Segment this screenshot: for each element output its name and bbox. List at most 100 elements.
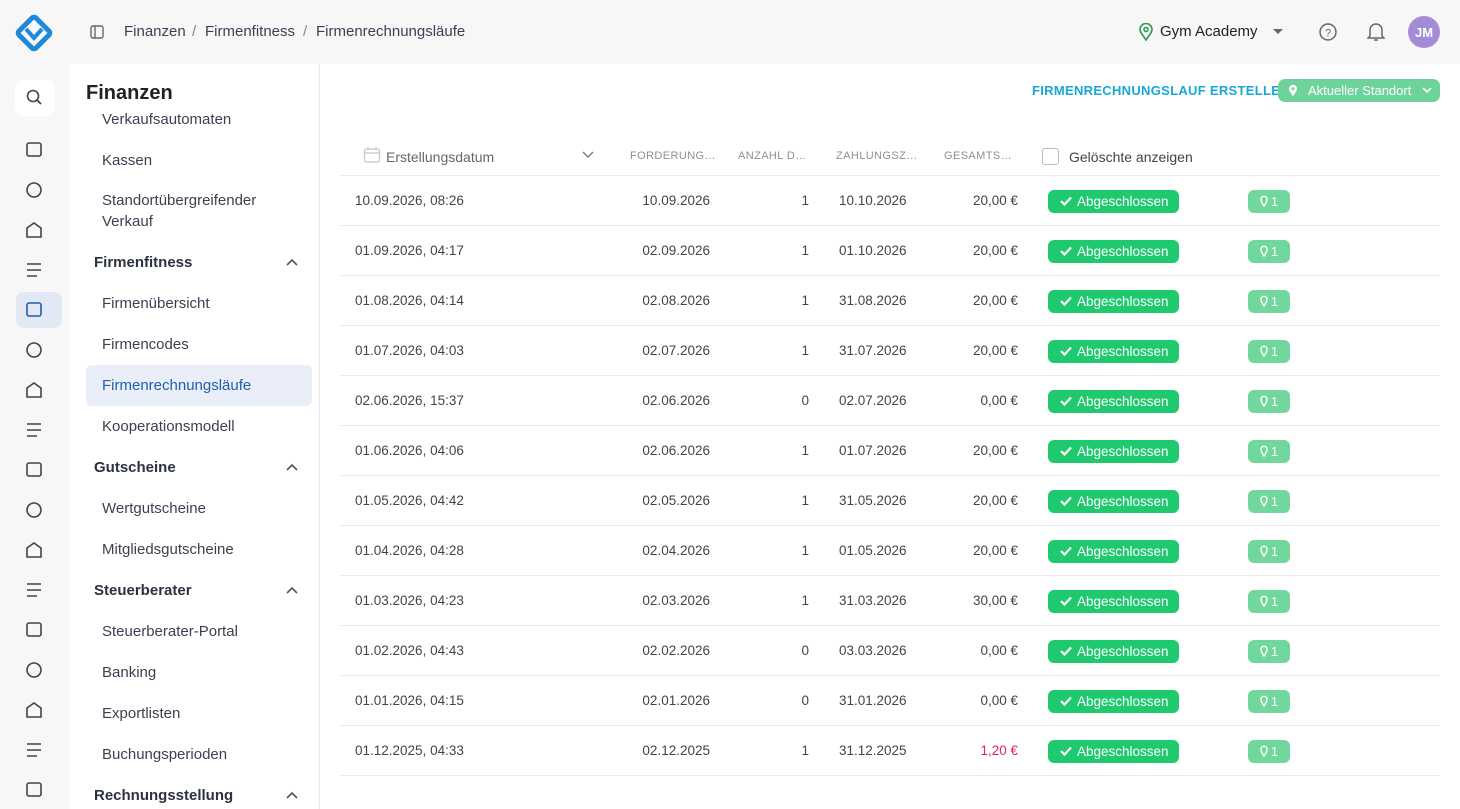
location-badge[interactable]: 1 <box>1248 589 1290 613</box>
help-icon[interactable]: ? <box>1318 22 1338 42</box>
location-badge[interactable]: 1 <box>1248 389 1290 413</box>
nav-icon[interactable] <box>26 702 42 718</box>
location-badge[interactable]: 1 <box>1248 239 1290 263</box>
pin-icon <box>1260 395 1268 407</box>
location-count: 1 <box>1270 693 1279 709</box>
location-count: 1 <box>1270 493 1279 509</box>
status-label: Abgeschlossen <box>1077 593 1169 609</box>
notifications-icon[interactable] <box>1367 22 1385 42</box>
total-amount: 20,00 € <box>972 343 1018 358</box>
status-label: Abgeschlossen <box>1077 443 1169 459</box>
show-deleted-checkbox[interactable] <box>1042 148 1059 165</box>
show-deleted-label[interactable]: Gelöschte anzeigen <box>1069 149 1193 165</box>
location-badge[interactable]: 1 <box>1248 289 1290 313</box>
column-header[interactable]: GESAMTS… <box>944 150 1012 162</box>
column-header[interactable]: ZAHLUNGSZ… <box>836 150 918 162</box>
arrow <box>286 791 298 799</box>
location-count: 1 <box>1270 243 1279 259</box>
nav-group[interactable]: Rechnungsstellung <box>70 775 319 809</box>
location-badge[interactable]: 1 <box>1248 639 1290 663</box>
nav-group-label: Gutscheine <box>94 458 176 476</box>
nav-icon[interactable] <box>26 622 42 637</box>
nav-item[interactable]: Kooperationsmodell <box>86 406 312 447</box>
nav-item[interactable]: Steuerberater-Portal <box>86 611 312 652</box>
sidebar-toggle[interactable] <box>90 25 104 39</box>
due-date: 31.05.2026 <box>839 493 907 508</box>
location-badge[interactable]: 1 <box>1248 189 1290 213</box>
location-badge[interactable]: 1 <box>1248 439 1290 463</box>
pin-icon <box>1260 195 1268 207</box>
nav-icon[interactable] <box>26 222 42 238</box>
collapse-arrow <box>286 463 298 471</box>
nav-group[interactable]: Steuerberater <box>70 570 319 611</box>
icon-shape <box>27 263 41 277</box>
breadcrumb-link[interactable]: Finanzen <box>124 23 186 40</box>
nav-item[interactable]: Standortübergreifender Verkauf <box>86 181 286 242</box>
total-amount: 20,00 € <box>972 493 1018 508</box>
user-avatar[interactable]: JM <box>1408 16 1440 48</box>
nav-icon[interactable] <box>27 263 41 277</box>
sort-arrow[interactable] <box>582 151 594 159</box>
nav-icon[interactable] <box>26 662 42 678</box>
column-header[interactable]: ANZAHL D… <box>738 150 807 162</box>
location-filter[interactable]: Aktueller Standort <box>1278 79 1440 102</box>
icon-shape <box>26 502 42 518</box>
location-count: 1 <box>1270 443 1279 459</box>
location-selector[interactable]: Gym Academy <box>1160 23 1258 40</box>
location-badge[interactable]: 1 <box>1248 539 1290 563</box>
nav-item[interactable]: Mitgliedsgutscheine <box>86 529 312 570</box>
column-header[interactable]: FORDERUNG… <box>630 150 716 162</box>
nav-icon[interactable] <box>27 743 41 757</box>
nav-group-label: Steuerberater <box>94 581 192 599</box>
nav-icon[interactable] <box>26 302 42 317</box>
nav-item[interactable]: Banking <box>86 652 312 693</box>
nav-item[interactable]: Firmenübersicht <box>86 283 312 324</box>
created-date: 10.09.2026, 08:26 <box>355 193 464 208</box>
nav-group[interactable]: Firmenfitness <box>70 242 319 283</box>
nav-icon[interactable] <box>26 142 42 157</box>
status-badge: Abgeschlossen <box>1048 289 1179 313</box>
location-badge[interactable]: 1 <box>1248 339 1290 363</box>
nav-icon[interactable] <box>26 502 42 518</box>
location-badge[interactable]: 1 <box>1248 689 1290 713</box>
status-badge: Abgeschlossen <box>1048 689 1179 713</box>
nav-item[interactable]: Verkaufsautomaten <box>86 108 312 140</box>
pin <box>1260 195 1268 207</box>
nav-icon[interactable] <box>26 342 42 358</box>
nav-icon[interactable] <box>26 182 42 198</box>
nav-icon[interactable] <box>26 782 42 797</box>
location-badge[interactable]: 1 <box>1248 489 1290 513</box>
created-date: 01.06.2026, 04:06 <box>355 443 464 458</box>
row-line <box>340 425 1440 426</box>
status-badge: Abgeschlossen <box>1048 489 1179 513</box>
check <box>1060 296 1072 306</box>
nav-icon[interactable] <box>26 542 42 558</box>
breadcrumb-link[interactable]: Firmenfitness <box>205 23 296 40</box>
nav-item[interactable]: Firmenrechnungsläufe <box>86 364 312 406</box>
status-label: Abgeschlossen <box>1077 543 1169 559</box>
nav-icon[interactable] <box>26 462 42 477</box>
nav-item-label: Kassen <box>102 151 153 169</box>
location-count: 1 <box>1270 743 1279 759</box>
nav-item-label: Firmenrechnungsläufe <box>102 376 252 394</box>
check-icon <box>1060 396 1072 406</box>
status-label: Abgeschlossen <box>1077 243 1169 259</box>
nav-icon[interactable] <box>27 583 41 597</box>
due-date: 31.12.2025 <box>839 743 907 758</box>
create-button[interactable]: FIRMENRECHNUNGSLAUF ERSTELLEN <box>1032 83 1290 98</box>
claim-date: 02.03.2026 <box>642 593 710 608</box>
location-badge[interactable]: 1 <box>1248 739 1290 763</box>
icon-shape <box>26 142 42 157</box>
nav-item[interactable]: Buchungsperioden <box>86 734 312 775</box>
search-button[interactable] <box>15 80 55 116</box>
member-count: 1 <box>801 493 809 508</box>
nav-icon[interactable] <box>26 382 42 398</box>
nav-group[interactable]: Gutscheine <box>70 447 319 488</box>
nav-icon[interactable] <box>27 423 41 437</box>
nav-item[interactable]: Kassen <box>86 140 312 181</box>
nav-item[interactable]: Wertgutscheine <box>86 488 312 529</box>
nav-item[interactable]: Firmencodes <box>86 324 312 365</box>
nav-item[interactable]: Exportlisten <box>86 693 312 734</box>
due-date: 02.07.2026 <box>839 393 907 408</box>
column-header[interactable]: Erstellungsdatum <box>386 149 495 165</box>
